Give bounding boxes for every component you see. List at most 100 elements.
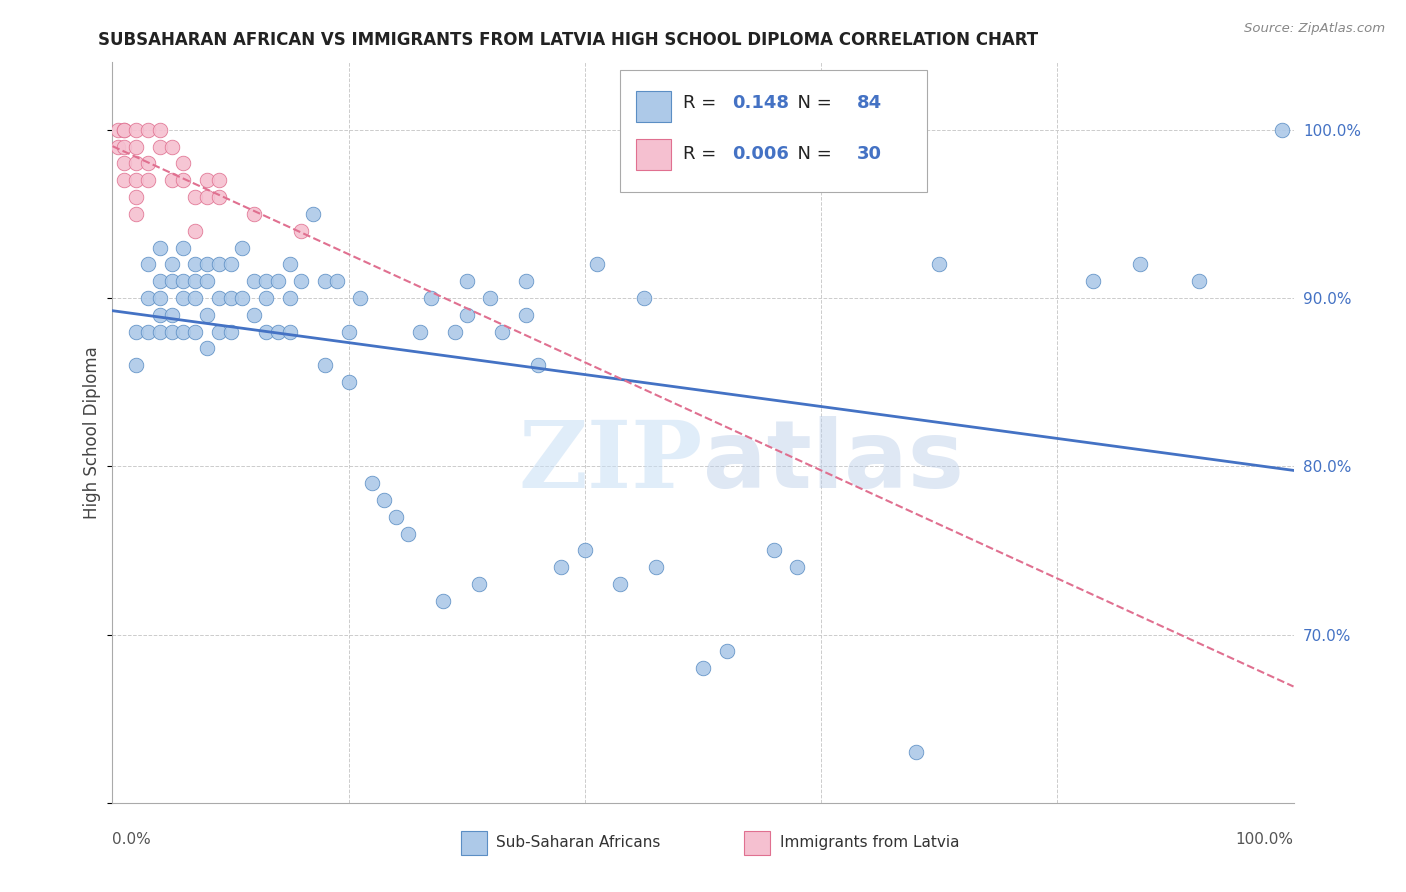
Point — [361, 476, 384, 491]
Point — [467, 577, 489, 591]
Point — [149, 308, 172, 322]
Point — [136, 325, 159, 339]
Text: Sub-Saharan Africans: Sub-Saharan Africans — [496, 835, 661, 850]
Point — [290, 224, 312, 238]
Point — [254, 325, 277, 339]
Point — [928, 257, 950, 271]
Text: 84: 84 — [856, 95, 882, 112]
Point — [125, 122, 148, 136]
Point — [231, 241, 253, 255]
Point — [550, 560, 572, 574]
Point — [314, 274, 336, 288]
Text: Immigrants from Latvia: Immigrants from Latvia — [780, 835, 959, 850]
Point — [160, 308, 183, 322]
Point — [160, 173, 183, 187]
Point — [136, 156, 159, 170]
Point — [172, 156, 194, 170]
Text: R =: R = — [683, 145, 721, 162]
Text: 30: 30 — [856, 145, 882, 162]
Text: Source: ZipAtlas.com: Source: ZipAtlas.com — [1244, 22, 1385, 36]
Point — [184, 224, 207, 238]
Point — [585, 257, 607, 271]
Point — [172, 241, 194, 255]
Text: atlas: atlas — [703, 417, 965, 508]
Text: 100.0%: 100.0% — [1236, 832, 1294, 847]
Point — [125, 139, 148, 153]
Text: 0.006: 0.006 — [733, 145, 789, 162]
Point — [195, 257, 218, 271]
Point — [208, 291, 231, 305]
Point — [125, 325, 148, 339]
Point — [172, 173, 194, 187]
Point — [526, 359, 548, 373]
Point — [278, 325, 301, 339]
Point — [633, 291, 655, 305]
Point — [373, 492, 395, 507]
FancyBboxPatch shape — [636, 138, 671, 169]
Point — [219, 325, 242, 339]
Point — [172, 325, 194, 339]
Point — [254, 291, 277, 305]
Point — [195, 342, 218, 356]
FancyBboxPatch shape — [620, 70, 928, 192]
Point — [208, 257, 231, 271]
Point — [160, 139, 183, 153]
Text: N =: N = — [786, 95, 837, 112]
Point — [107, 139, 129, 153]
Text: N =: N = — [786, 145, 837, 162]
Point — [1081, 274, 1104, 288]
Point — [125, 207, 148, 221]
Point — [160, 274, 183, 288]
Point — [172, 274, 194, 288]
Point — [267, 274, 290, 288]
Point — [125, 190, 148, 204]
Point — [314, 359, 336, 373]
Point — [184, 190, 207, 204]
Point — [515, 308, 537, 322]
Point — [385, 509, 408, 524]
Point — [125, 359, 148, 373]
Text: ZIP: ZIP — [519, 417, 703, 508]
Point — [716, 644, 738, 658]
Point — [136, 173, 159, 187]
Point — [408, 325, 430, 339]
Point — [326, 274, 349, 288]
Point — [1271, 122, 1294, 136]
FancyBboxPatch shape — [744, 831, 770, 855]
Point — [149, 241, 172, 255]
Point — [574, 543, 596, 558]
Point — [243, 207, 266, 221]
Point — [219, 257, 242, 271]
Point — [160, 325, 183, 339]
Point — [231, 291, 253, 305]
Point — [172, 291, 194, 305]
Point — [337, 325, 360, 339]
Point — [456, 274, 478, 288]
Point — [208, 173, 231, 187]
Text: 0.148: 0.148 — [733, 95, 790, 112]
Point — [692, 661, 714, 675]
Point — [491, 325, 513, 339]
Point — [160, 257, 183, 271]
FancyBboxPatch shape — [461, 831, 486, 855]
Point — [396, 526, 419, 541]
Point — [112, 156, 135, 170]
Point — [149, 122, 172, 136]
Point — [195, 190, 218, 204]
Point — [432, 594, 454, 608]
Point — [149, 325, 172, 339]
Text: 0.0%: 0.0% — [112, 832, 152, 847]
Point — [184, 274, 207, 288]
Point — [609, 577, 631, 591]
Point — [136, 291, 159, 305]
Point — [1129, 257, 1152, 271]
Point — [290, 274, 312, 288]
Point — [125, 156, 148, 170]
Point — [515, 274, 537, 288]
Point — [136, 257, 159, 271]
Point — [420, 291, 443, 305]
Point — [243, 274, 266, 288]
Point — [208, 190, 231, 204]
Point — [337, 375, 360, 389]
Point — [349, 291, 371, 305]
